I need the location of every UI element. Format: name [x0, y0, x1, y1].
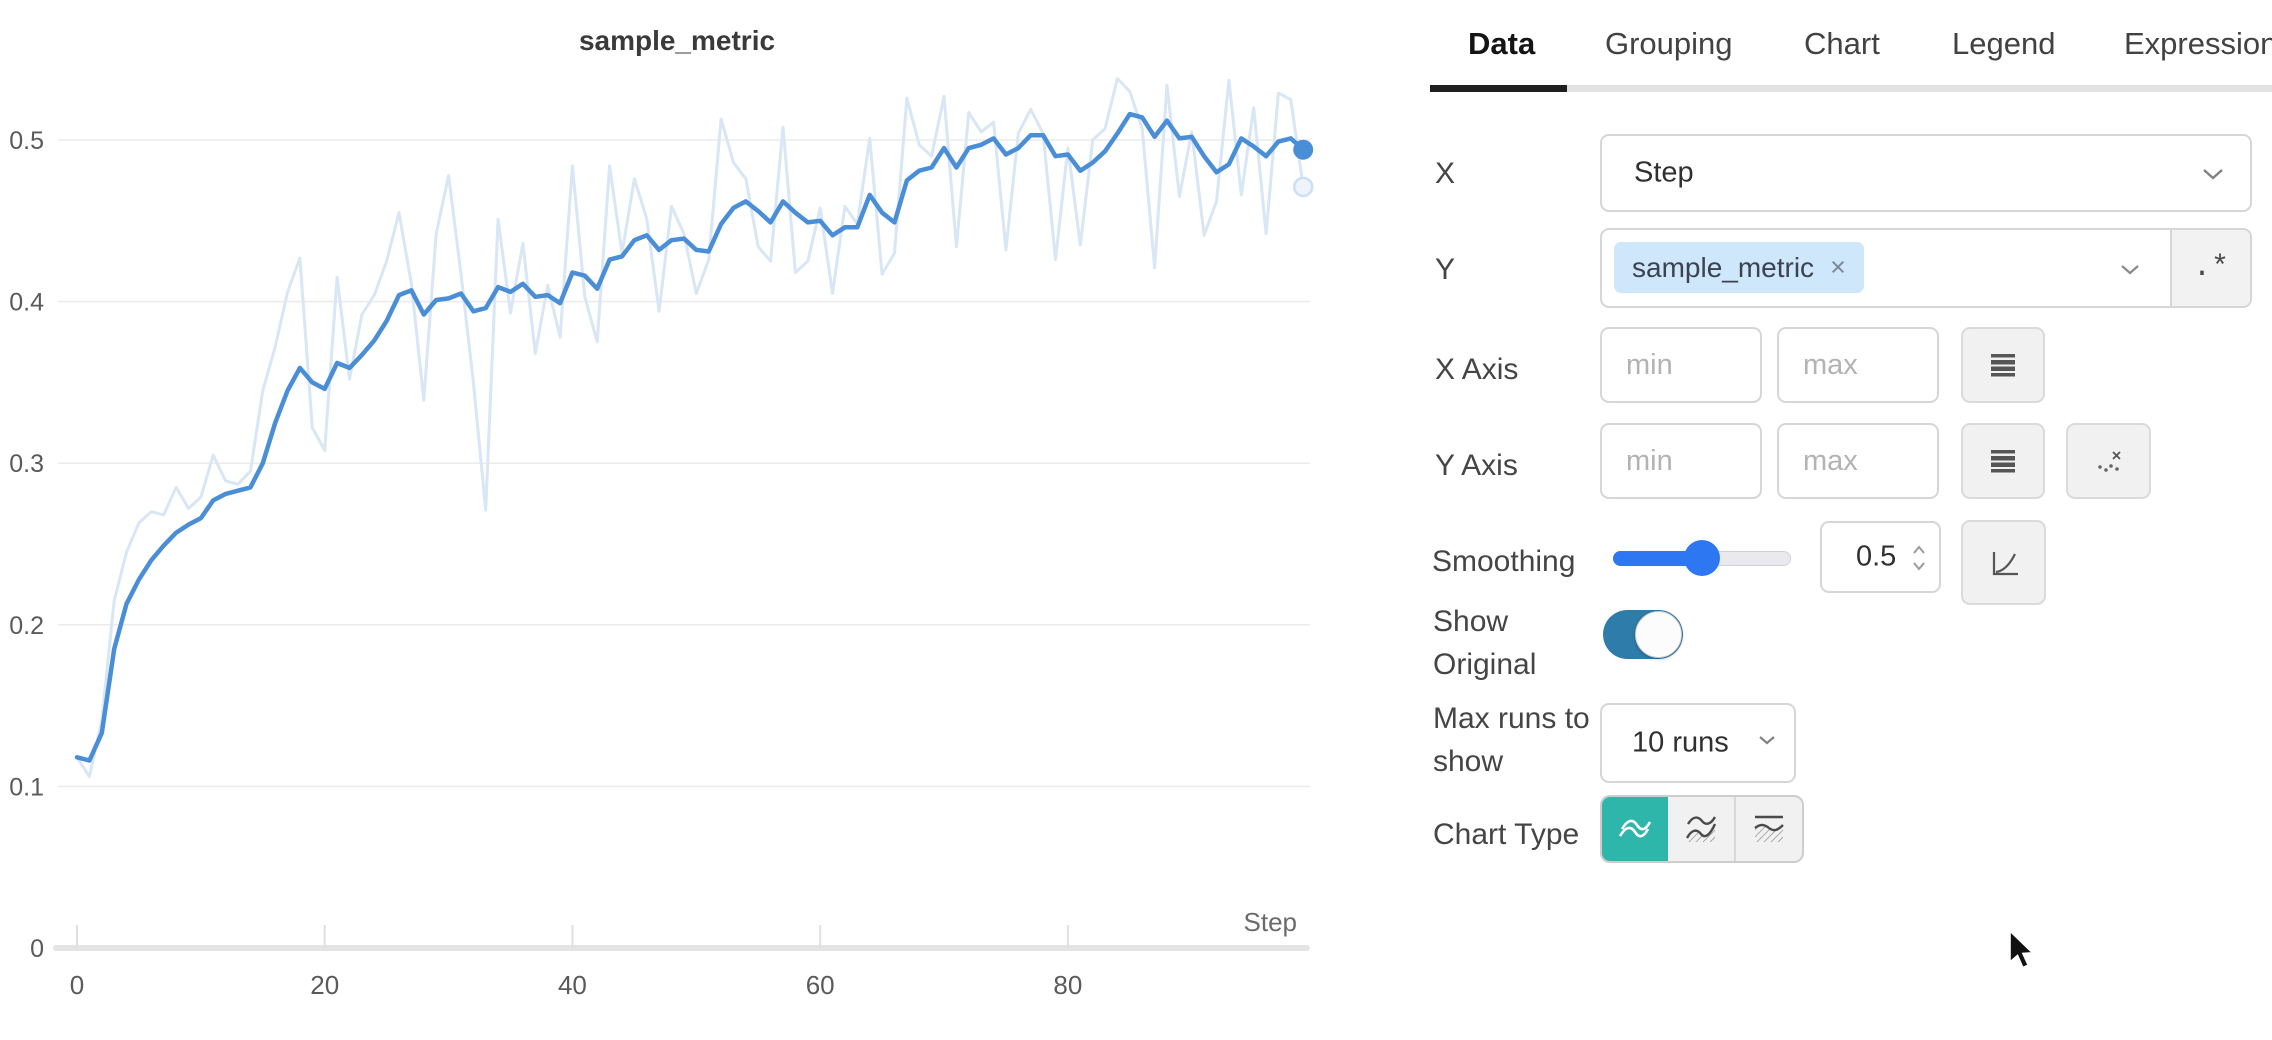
area-chart-icon [1685, 816, 1717, 842]
axis-tick-labels: 0 0.1 0.2 0.3 0.4 0.5 0 20 40 60 80 [9, 127, 1082, 1000]
x-metric-select-value: Step [1634, 156, 1694, 189]
chart-type-area-button[interactable] [1668, 797, 1734, 861]
x-axis-title: Step [1244, 907, 1298, 937]
y-metric-multiselect[interactable]: sample_metric × .* [1600, 228, 2252, 308]
chart-type-line-button[interactable] [1602, 797, 1668, 861]
ignore-outliers-button[interactable] [2066, 423, 2151, 499]
chart-title: sample_metric [579, 25, 775, 56]
chevron-down-icon [2121, 265, 2139, 275]
band-chart-icon [1754, 815, 1784, 842]
chart-type-label: Chart Type [1433, 818, 1580, 851]
y-tick-label: 0.4 [9, 289, 44, 317]
log-scale-icon [1991, 450, 2015, 473]
original-series-endpoint [1292, 176, 1314, 198]
tabbar-active-indicator [1430, 85, 1567, 92]
smoothing-slider-fill [1613, 551, 1702, 566]
y-tick-label: 0 [30, 935, 44, 963]
tab-chart[interactable]: Chart [1804, 26, 1880, 61]
y-field-label: Y [1435, 253, 1456, 286]
remove-tag-icon[interactable]: × [1830, 252, 1846, 282]
y-metric-tag[interactable]: sample_metric × [1614, 242, 1864, 293]
smoothed-series-line [74, 111, 1306, 763]
y-axis-range-label: Y Axis [1435, 449, 1518, 482]
smoothing-curve-icon [1992, 551, 2018, 575]
smoothing-label: Smoothing [1432, 545, 1576, 578]
stepper-arrows-icon[interactable] [1911, 543, 1927, 575]
y-axis-min-field[interactable] [1600, 423, 1762, 499]
x-axis-max-input[interactable] [1779, 329, 1937, 401]
x-field-label: X [1435, 157, 1456, 190]
show-original-toggle[interactable] [1603, 610, 1683, 659]
x-axis-max-field[interactable] [1777, 327, 1939, 403]
tab-expressions[interactable]: Expressions [2124, 26, 2272, 61]
show-original-label: Show Original [1433, 605, 1537, 681]
mouse-cursor [2009, 930, 2035, 969]
x-axis-line [53, 945, 1310, 951]
x-axis-log-scale-button[interactable] [1961, 327, 2045, 403]
x-tick-label: 60 [806, 970, 835, 1000]
smoothing-value-field[interactable]: 0.5 [1820, 521, 1941, 593]
y-axis-log-scale-button[interactable] [1961, 423, 2045, 499]
x-tick-label: 20 [310, 970, 339, 1000]
chevron-down-icon [2203, 169, 2223, 180]
max-runs-label: Max runs to show [1433, 702, 1590, 778]
smoothed-series-endpoint [1293, 139, 1314, 160]
max-runs-select-value: 10 runs [1632, 726, 1729, 759]
tab-grouping[interactable]: Grouping [1605, 26, 1733, 61]
line-chart-icon [1618, 819, 1652, 838]
toggle-knob [1635, 611, 1682, 658]
x-axis-range-label: X Axis [1435, 353, 1519, 386]
x-metric-select[interactable]: Step [1600, 134, 2252, 212]
y-axis-min-input[interactable] [1602, 425, 1760, 497]
max-runs-select[interactable]: 10 runs [1600, 703, 1796, 783]
regex-filter-button[interactable]: .* [2170, 230, 2250, 306]
log-scale-icon [1991, 354, 2015, 377]
original-series-line [75, 77, 1305, 779]
y-metric-tag-label: sample_metric [1632, 251, 1815, 283]
chart-type-button-group [1600, 795, 1804, 863]
x-axis-min-input[interactable] [1602, 329, 1760, 401]
y-tick-label: 0.5 [9, 127, 44, 155]
smoothing-slider-thumb[interactable] [1684, 540, 1720, 576]
x-tick-label: 0 [70, 970, 84, 1000]
x-tick-label: 80 [1053, 970, 1082, 1000]
outliers-icon [2097, 451, 2121, 472]
y-tick-label: 0.2 [9, 612, 44, 640]
chart-type-band-button[interactable] [1734, 797, 1802, 861]
y-tick-label: 0.3 [9, 450, 44, 478]
smoothing-value: 0.5 [1856, 540, 1897, 573]
tabbar-track [1430, 85, 2272, 92]
metric-line-chart[interactable]: sample_metric 00.10.20.30.40.50 20 40 60 80 … [0, 0, 1405, 1040]
tab-legend[interactable]: Legend [1952, 26, 2056, 61]
chevron-down-icon [1759, 736, 1775, 745]
x-tick-label: 40 [558, 970, 587, 1000]
y-tick-label: 0.1 [9, 773, 44, 801]
y-axis-max-input[interactable] [1779, 425, 1937, 497]
smoothing-type-button[interactable] [1961, 520, 2046, 605]
x-axis-min-field[interactable] [1600, 327, 1762, 403]
gridlines [53, 139, 1310, 951]
tab-data[interactable]: Data [1468, 26, 1536, 61]
y-axis-max-field[interactable] [1777, 423, 1939, 499]
